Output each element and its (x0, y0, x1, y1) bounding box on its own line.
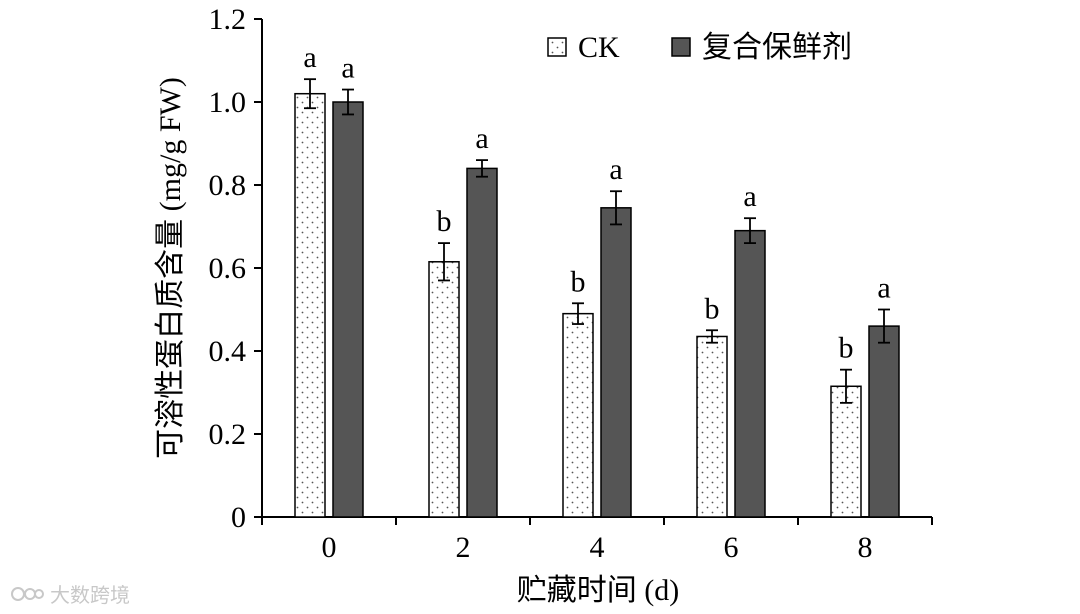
legend-swatch-compound-preservative (671, 37, 691, 57)
x-tick-label: 4 (590, 531, 605, 564)
y-tick-label: 0.2 (209, 418, 247, 451)
significance-label: a (475, 122, 488, 155)
significance-label: b (705, 292, 720, 325)
y-tick-label: 1.0 (209, 86, 247, 119)
significance-label: a (877, 272, 890, 305)
x-tick-label: 2 (456, 531, 471, 564)
legend-label: CK (578, 31, 620, 64)
watermark: 大数跨境 (10, 579, 130, 608)
significance-label: a (743, 180, 756, 213)
bar-compound-preservative (466, 167, 498, 518)
watermark-logo-icon (11, 586, 44, 601)
x-tick-label: 6 (724, 531, 739, 564)
bar-compound-preservative (600, 207, 632, 518)
bar-ck (830, 385, 862, 518)
y-axis-title: 可溶性蛋白质含量 (mg/g FW) (154, 77, 187, 459)
y-tick-label: 0.4 (209, 335, 247, 368)
y-tick-label: 0.6 (209, 252, 247, 285)
y-tick-label: 0.8 (209, 169, 247, 202)
significance-label: b (437, 205, 452, 238)
legend-label: 复合保鲜剂 (702, 31, 852, 64)
x-tick-label: 8 (858, 531, 873, 564)
x-tick-label: 0 (322, 531, 337, 564)
significance-label: b (571, 265, 586, 298)
y-tick-label: 1.2 (209, 3, 247, 36)
legend: CK 复合保鲜剂 (547, 31, 852, 64)
bar-compound-preservative (332, 101, 364, 518)
bar-ck (696, 335, 728, 518)
bar-ck (428, 261, 460, 518)
bar-compound-preservative (868, 325, 900, 518)
bar-compound-preservative (734, 229, 766, 518)
bar-ck (294, 92, 326, 518)
x-axis-title: 贮藏时间 (d) (517, 574, 679, 607)
significance-label: b (839, 332, 854, 365)
y-tick-label: 0 (231, 501, 246, 534)
watermark-text: 大数跨境 (50, 583, 130, 607)
legend-swatch-ck (547, 37, 567, 57)
significance-label: a (341, 52, 354, 85)
significance-label: a (303, 41, 316, 74)
significance-label: a (609, 153, 622, 186)
bar-ck (562, 312, 594, 518)
